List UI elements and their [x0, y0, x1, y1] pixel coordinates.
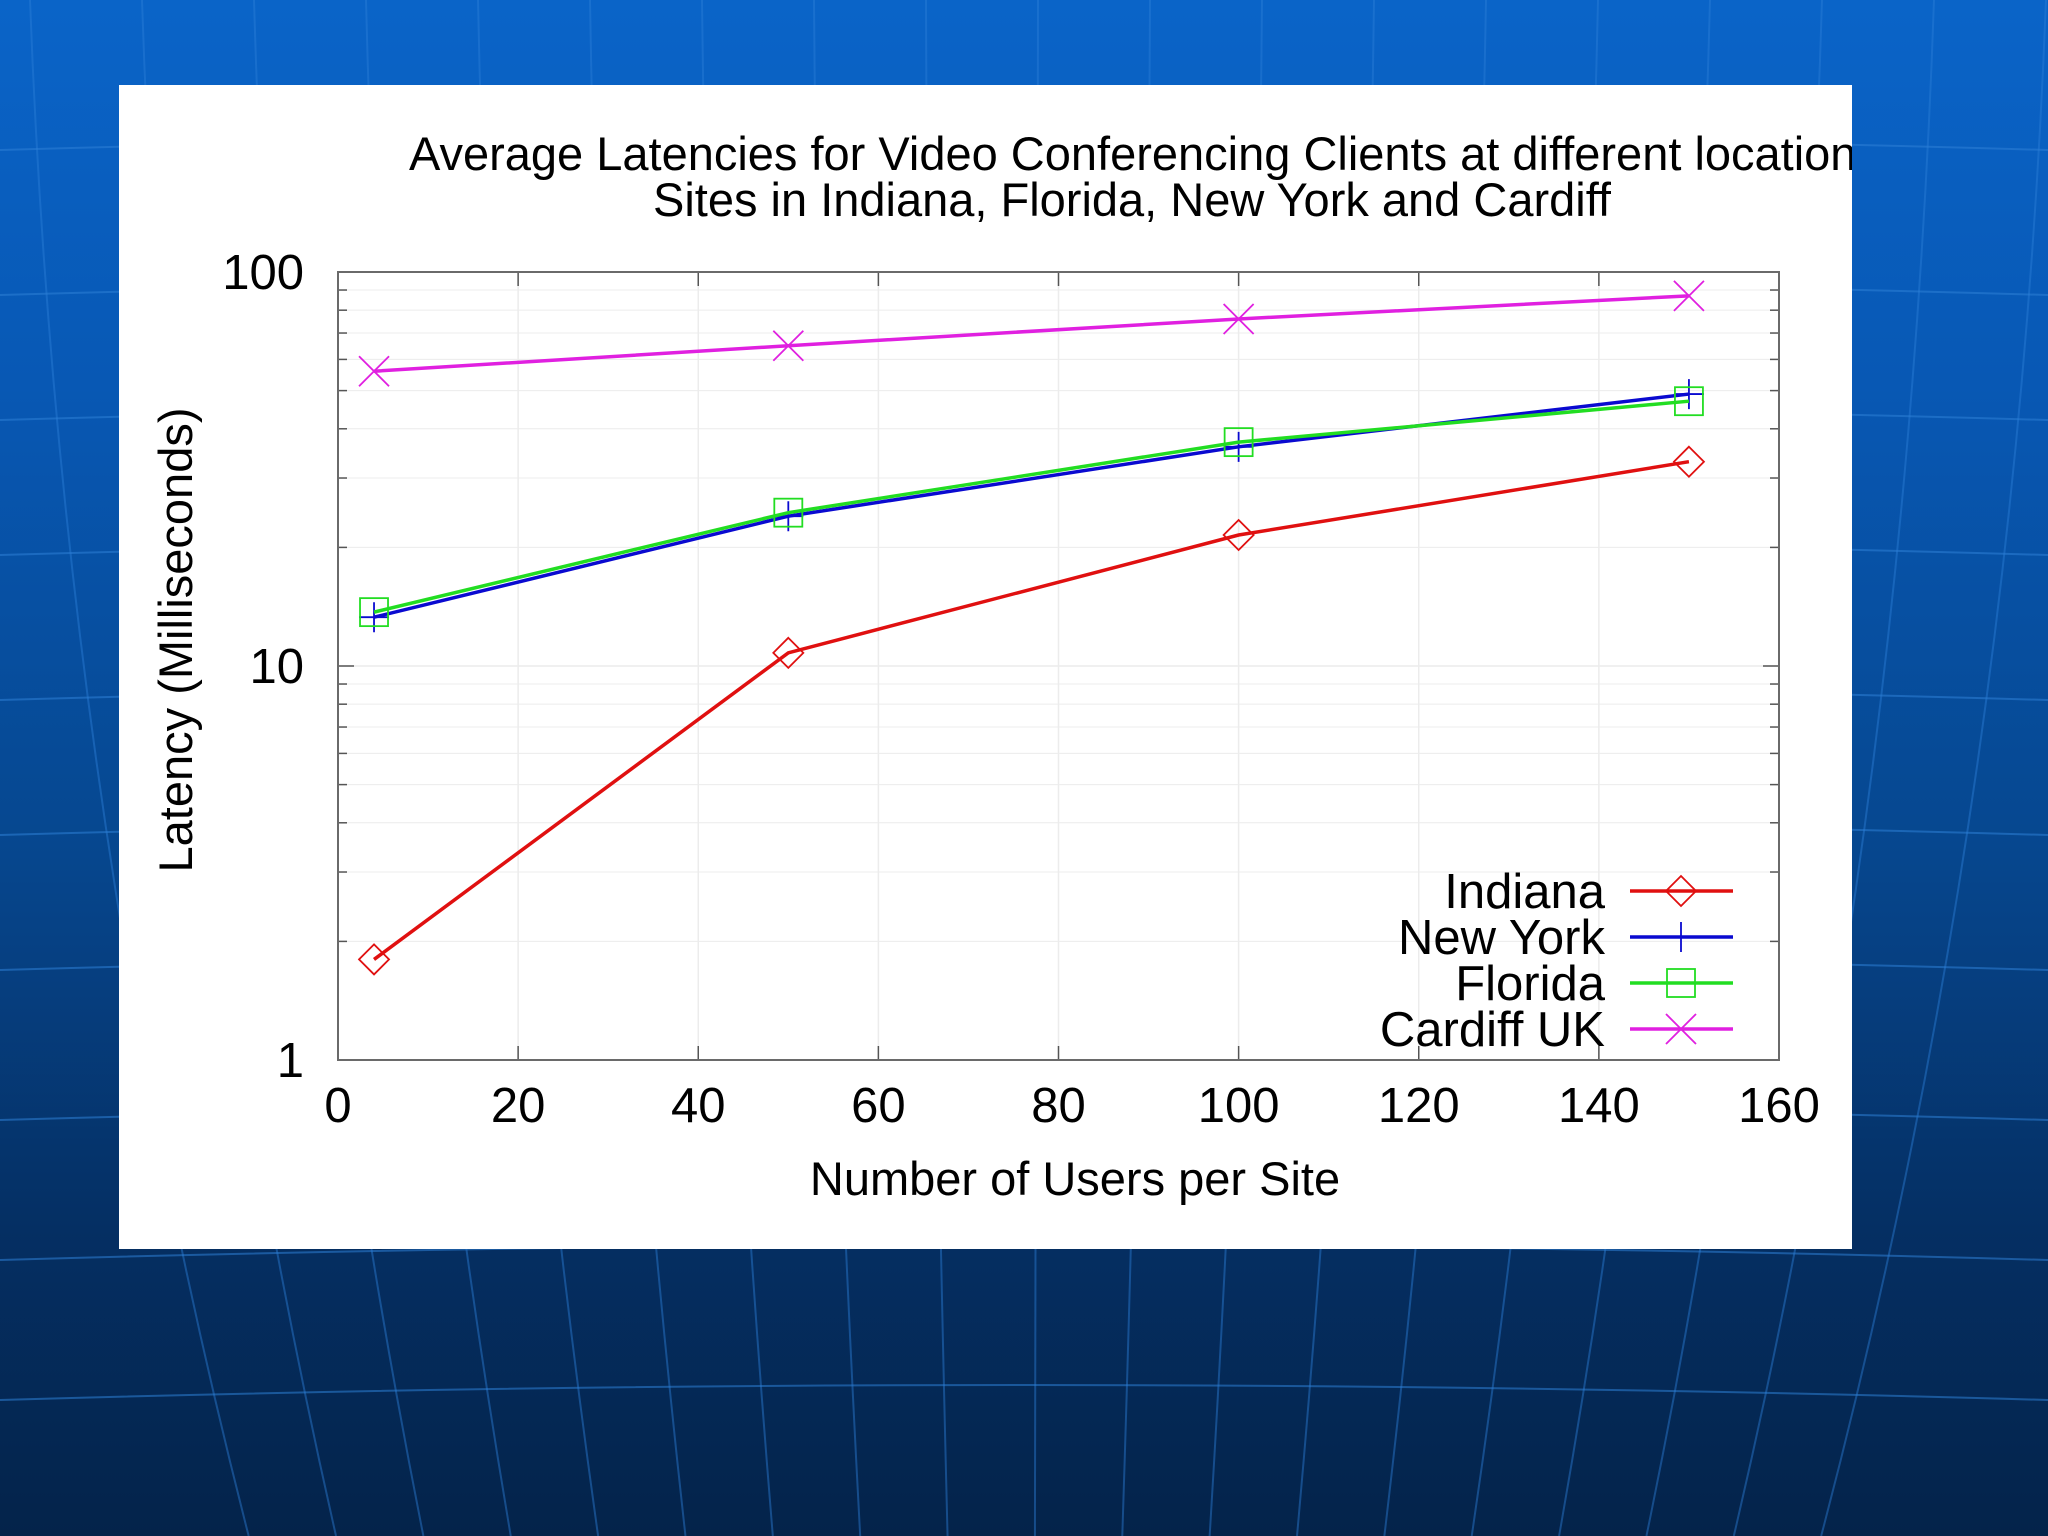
x-tick-label: 100: [1198, 1079, 1280, 1133]
chart-panel: Average Latencies for Video Conferencing…: [119, 85, 1852, 1249]
x-tick-label: 160: [1738, 1079, 1820, 1133]
x-tick-label: 80: [1031, 1079, 1086, 1133]
bg-longitude-line: [1820, 0, 2047, 1536]
data-point-indiana: [772, 636, 805, 670]
data-point-cardiff-uk: [1673, 280, 1705, 312]
data-point-indiana: [1222, 518, 1255, 552]
legend-label-new-york: New York: [1398, 911, 1606, 965]
x-axis-label: Number of Users per Site: [810, 1152, 1340, 1205]
bg-latitude-line: [0, 1384, 2048, 1401]
data-point-florida: [1223, 427, 1254, 458]
plot-frame: [337, 271, 1780, 1061]
series-line-new-york: [373, 392, 1690, 619]
bg-longitude-line: [1732, 0, 1935, 1536]
data-point-florida: [359, 597, 389, 628]
y-tick-label: 1: [277, 1034, 304, 1088]
series-florida: [359, 386, 1704, 628]
series-line-cardiff-uk: [373, 294, 1690, 373]
y-axis-label: Latency (Milliseconds): [149, 408, 202, 873]
x-tick-label: 60: [851, 1079, 906, 1133]
data-point-cardiff-uk: [358, 355, 390, 387]
legend-label-cardiff-uk: Cardiff UK: [1380, 1003, 1605, 1057]
x-tick-label: 0: [324, 1079, 351, 1133]
data-point-indiana: [1672, 445, 1706, 478]
line-chart: Average Latencies for Video Conferencing…: [149, 127, 1852, 1205]
data-point-new-york: [1673, 379, 1704, 410]
y-tick-label: 10: [249, 640, 304, 694]
legend-marker-indiana: [1664, 874, 1698, 908]
series-indiana: [357, 445, 1706, 976]
legend-label-indiana: Indiana: [1444, 865, 1606, 919]
legend-label-florida: Florida: [1455, 957, 1606, 1011]
legend-marker-cardiff-uk: [1665, 1013, 1697, 1045]
data-point-cardiff-uk: [1222, 303, 1255, 335]
x-tick-label: 120: [1378, 1079, 1460, 1133]
data-point-new-york: [359, 602, 390, 633]
bg-longitude-line: [29, 0, 250, 1536]
data-point-new-york: [1223, 431, 1254, 462]
data-point-florida: [773, 497, 804, 528]
data-point-florida: [1674, 386, 1704, 417]
series-line-florida: [373, 399, 1690, 614]
legend-marker-new-york: [1666, 922, 1696, 952]
legend-marker-florida: [1666, 968, 1696, 998]
series-cardiff-uk: [358, 280, 1705, 387]
y-tick-label: 100: [222, 246, 304, 300]
x-tick-label: 140: [1558, 1079, 1640, 1133]
x-tick-label: 20: [491, 1079, 546, 1133]
series-line-indiana: [372, 459, 1690, 961]
data-point-cardiff-uk: [772, 330, 804, 362]
data-point-indiana: [357, 943, 391, 976]
chart-subtitle: Sites in Indiana, Florida, New York and …: [653, 173, 1612, 226]
x-tick-label: 40: [671, 1079, 726, 1133]
chart-title: Average Latencies for Video Conferencing…: [409, 127, 1852, 180]
